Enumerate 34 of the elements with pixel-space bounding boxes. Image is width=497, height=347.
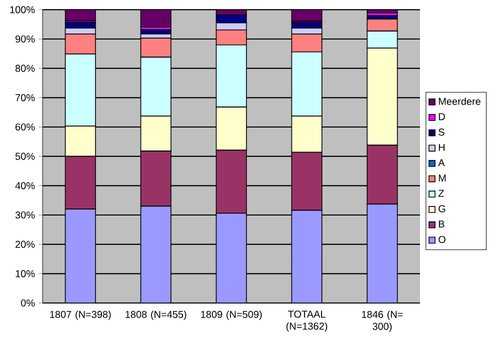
legend-label: Meerdere [438,98,480,105]
y-tick-label: 100% [10,6,35,14]
bar [140,10,172,28]
legend-label: H [438,144,445,151]
legend-label: B [438,220,444,228]
legend-label: M [438,174,446,182]
y-tick-label: 40% [15,182,35,190]
y-tick-label: 30% [15,211,35,219]
x-tick-label: 1846 (N= 300) [362,310,403,332]
bar [64,208,96,303]
bar [366,204,398,303]
bar [291,210,322,303]
legend-label: A [438,159,445,166]
y-tick-label: 70% [16,94,35,102]
legend-label: D [438,113,445,120]
bar [216,212,247,303]
legend-label: S [438,128,444,136]
y-tick-label: 60% [16,123,35,131]
x-tick-label: 1807 (N=398) [50,310,111,320]
x-tick-label: 1808 (N=455) [126,310,186,320]
y-tick-label: 90% [16,35,35,43]
legend-label: G [438,205,446,212]
y-tick-label: 10% [16,270,35,278]
bar [140,206,172,303]
y-tick-label: 20% [16,240,35,248]
x-tick-label: 1809 (N=509) [201,310,262,320]
y-tick-label: 80% [15,64,35,72]
y-tick-label: 50% [15,152,35,160]
legend-label: Z [438,190,444,197]
bar [291,10,322,22]
legend-label: O [438,236,446,244]
y-tick-label: 0% [21,299,35,307]
bar [64,10,96,22]
x-tick-label: TOTAAL (N=1362) [286,310,328,332]
